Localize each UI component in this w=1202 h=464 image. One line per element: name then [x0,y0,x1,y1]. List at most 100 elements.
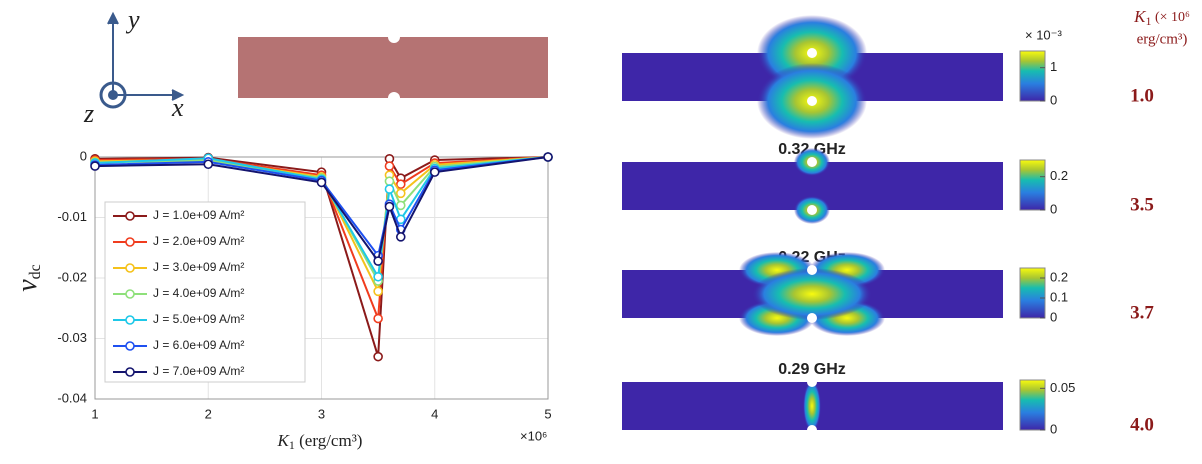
data-point [373,351,383,362]
data-point [384,161,395,171]
k1-header-sub: 1 [1145,14,1151,28]
x-tick-label: 3 [318,406,325,421]
mode-panel: 1.69 GHz01× 10⁻³1.0 [617,13,1154,139]
k1-header-line2: erg/cm³) [1137,31,1188,47]
data-point [384,176,395,186]
mode-glow [803,380,821,432]
data-point [395,188,406,199]
data-point [395,179,406,190]
data-point [316,177,327,188]
series-line [94,156,549,264]
mode-panel: 0.29 GHz 0 0.05 4.0 [622,361,1154,436]
legend-marker [125,367,135,377]
mode-glow [752,268,872,320]
frequency-label: 0.29 GHz [778,361,846,378]
x-label-main: K [277,431,291,450]
data-point [373,256,383,266]
sample-strip [238,31,548,104]
data-point [373,313,383,324]
k1-header: K1 (× 10⁶ [1133,7,1190,28]
notch [807,425,817,435]
colorbar [1019,159,1046,211]
data-point [395,200,406,211]
colorbar-tick-label: 0.2 [1050,168,1068,183]
colorbar-tick-label: 0 [1050,201,1057,216]
data-point [373,286,383,297]
legend-label: J = 5.0e+09 A/m² [153,312,244,326]
x-tick-label: 4 [431,406,438,421]
colorbar [1019,50,1046,102]
legend-label: J = 7.0e+09 A/m² [153,364,244,378]
data-point [429,167,440,177]
x-label-rest: (erg/cm³) [295,431,363,450]
x-tick-label: 1 [91,406,98,421]
colorbar-tick-label: 0 [1050,421,1057,436]
y-axis-label: vdc [12,264,43,292]
legend-marker [125,315,135,325]
z-axis-symbol: z [83,99,94,128]
y-tick-label: -0.01 [57,209,87,224]
notch [807,205,817,215]
mode-mask [617,13,1008,53]
legend-label: J = 4.0e+09 A/m² [153,286,244,300]
data-point [543,152,553,162]
y-tick-label: -0.03 [57,330,87,345]
legend-marker [125,211,135,221]
x-axis-symbol: x [171,93,184,122]
k1-header-line1: (× 10⁶ [1151,10,1190,25]
legend: J = 1.0e+09 A/m² J = 2.0e+09 A/m² J = 3.0e… [104,201,306,383]
data-point [373,271,383,282]
legend-marker [125,289,135,299]
x-multiplier: ×10⁶ [520,428,547,443]
data-point [203,159,214,170]
legend-marker [125,341,135,351]
k1-value: 4.0 [1130,414,1154,435]
notch [807,265,817,275]
mode-mask [617,122,1008,162]
colorbar-multiplier: × 10⁻³ [1025,27,1063,42]
x-tick-label: 5 [544,406,551,421]
legend-label: J = 6.0e+09 A/m² [153,338,244,352]
x-axis-label: K1 (erg/cm³) [277,431,363,452]
x-label-sub: 1 [289,438,295,452]
colorbar-tick-label: 0 [1050,309,1057,324]
data-point [90,161,100,171]
notch [807,96,817,106]
axes-sketch [99,11,185,109]
y-tick-label: 0 [80,148,87,163]
k1-value: 3.7 [1130,302,1154,323]
y-tick-label: -0.04 [57,390,87,405]
y-label-main: v [12,279,43,292]
plot-border [94,156,549,400]
x-tick-label: 2 [205,406,212,421]
y-tick-label: -0.02 [57,269,87,284]
data-point [384,184,395,194]
legend-label: J = 2.0e+09 A/m² [153,234,244,248]
data-point [395,232,406,242]
colorbar [1019,379,1046,431]
legend-label: J = 1.0e+09 A/m² [153,208,244,222]
legend-marker [125,263,135,273]
notch [807,157,817,167]
data-point [384,201,395,212]
k1-value: 1.0 [1130,85,1154,106]
k1-value: 3.5 [1130,194,1154,215]
y-axis-symbol: y [125,5,140,34]
colorbar-tick-label: 0.2 [1050,269,1068,284]
series-line [94,155,549,357]
colorbar-tick-label: 0 [1050,92,1057,107]
k1-header-main: K [1133,7,1147,26]
legend-label: J = 3.0e+09 A/m² [153,260,244,274]
colorbar-tick-label: 1 [1050,59,1057,74]
notch [807,377,817,387]
y-label-sub: dc [27,264,44,279]
mode-mask [617,230,1008,270]
notch [807,313,817,323]
colorbar-tick-label: 0.1 [1050,289,1068,304]
legend-marker [125,237,135,247]
colorbar [1019,267,1046,319]
notch [807,48,817,58]
